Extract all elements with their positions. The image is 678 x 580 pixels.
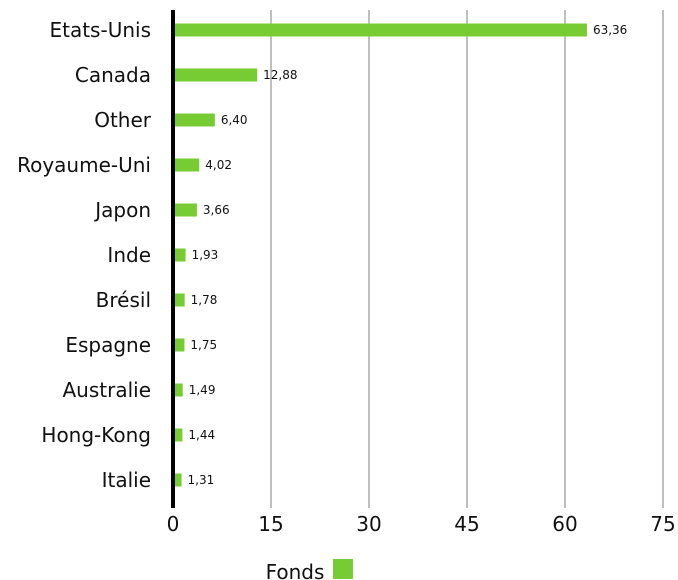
category-label: Japon (93, 198, 151, 222)
x-tick-label: 0 (167, 512, 180, 536)
bar-br-sil (173, 293, 185, 307)
data-label: 6,40 (221, 113, 248, 127)
data-label: 1,49 (189, 383, 216, 397)
bar-italie (173, 473, 182, 487)
bar-japon (173, 203, 197, 217)
bars (173, 23, 587, 487)
bar-inde (173, 248, 186, 262)
category-label: Hong-Kong (41, 423, 151, 447)
data-label: 1,31 (188, 473, 215, 487)
category-label: Canada (75, 63, 151, 87)
category-label: Espagne (65, 333, 151, 357)
legend: Fonds (266, 559, 353, 580)
bar-other (173, 113, 215, 127)
x-tick-label: 30 (356, 512, 381, 536)
labels: 0 15 30 45 60 75 Etats-Unis 63,36 Canada 12,88 Oth… (17, 18, 676, 536)
category-label: Inde (107, 243, 151, 267)
x-tick-label: 60 (552, 512, 577, 536)
x-tick-label: 75 (650, 512, 675, 536)
category-label: Italie (102, 468, 151, 492)
legend-label: Fonds (266, 560, 325, 580)
data-label: 1,75 (190, 338, 217, 352)
bar-canada (173, 68, 258, 82)
bar-royaume-uni (173, 158, 200, 172)
legend-swatch (333, 559, 353, 579)
category-label: Royaume-Uni (17, 153, 151, 177)
bar-espagne (173, 338, 185, 352)
data-label: 1,93 (192, 248, 219, 262)
gridlines (270, 10, 664, 508)
data-label: 63,36 (593, 23, 627, 37)
data-label: 1,78 (191, 293, 218, 307)
category-label: Australie (62, 378, 151, 402)
bar-etats-unis (173, 23, 587, 37)
category-label: Etats-Unis (49, 18, 151, 42)
x-tick-label: 15 (258, 512, 283, 536)
data-label: 3,66 (203, 203, 230, 217)
bar-hong-kong (173, 428, 183, 442)
bar-australie (173, 383, 183, 397)
data-label: 4,02 (205, 158, 232, 172)
data-label: 12,88 (263, 68, 297, 82)
category-label: Other (94, 108, 152, 132)
category-label: Brésil (96, 288, 151, 312)
x-tick-label: 45 (454, 512, 479, 536)
data-label: 1,44 (188, 428, 215, 442)
